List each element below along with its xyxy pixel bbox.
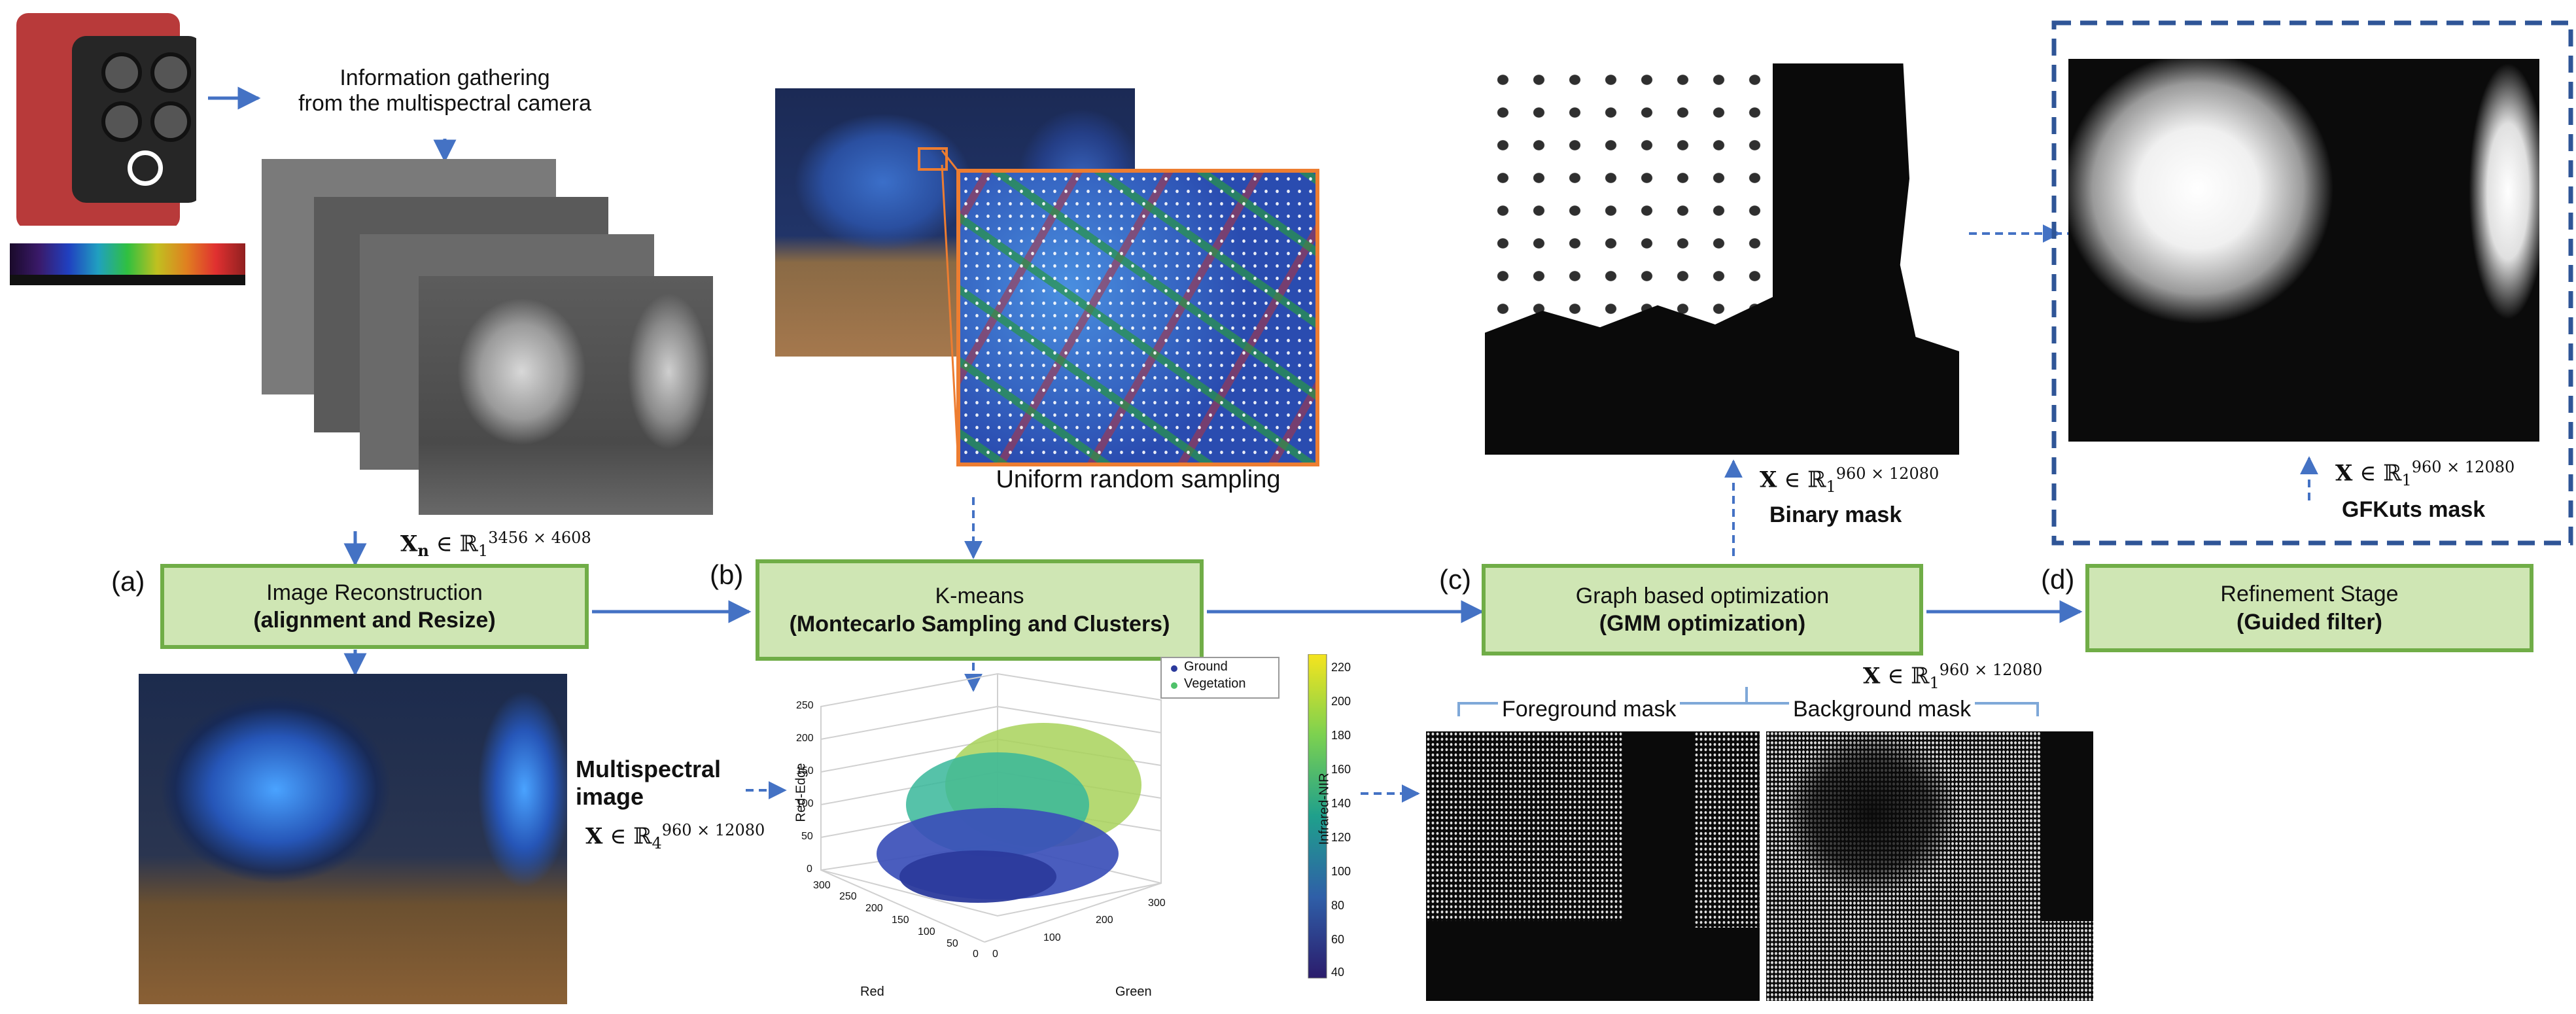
camera-lens-3 — [101, 101, 142, 142]
x-tick: 100 — [918, 926, 935, 937]
stage-a-subtitle: (alignment and Resize) — [253, 608, 496, 633]
colorbar — [1308, 654, 1327, 979]
stage-b-tag: (b) — [710, 559, 744, 590]
x-axis-label: Red — [860, 985, 884, 999]
spectrum-bar — [10, 243, 245, 285]
colorbar-tick: 180 — [1331, 729, 1351, 742]
stage-b-title: K-means — [935, 584, 1024, 608]
legend-vegetation-marker — [1171, 682, 1177, 689]
band-image-4 — [419, 276, 713, 515]
legend-ground-marker — [1171, 665, 1177, 672]
stage-c-box: Graph based optimization (GMM optimizati… — [1482, 564, 1923, 656]
binary-mask-right-vegetation — [1900, 63, 1959, 351]
binary-mask-caption: Binary mask — [1769, 502, 1902, 527]
gfkuts-dimension-label: X ∈ ℝ1960 × 12080 — [2335, 458, 2515, 490]
colorbar-tick: 80 — [1331, 899, 1345, 912]
y-tick: 100 — [1043, 932, 1061, 943]
stage-c-subtitle: (GMM optimization) — [1599, 611, 1806, 636]
binary-mask-image — [1485, 63, 1959, 455]
x-tick: 50 — [947, 938, 958, 949]
stage-d-title: Refinement Stage — [2220, 582, 2399, 606]
kmeans-scatter-plot: Ground Vegetation Red-Edge Red Green Inf… — [782, 654, 1370, 1011]
gfkuts-right-vegetation — [2461, 59, 2539, 353]
stage-b-box: K-means (Montecarlo Sampling and Cluster… — [756, 559, 1204, 661]
colorbar-tick: 40 — [1331, 966, 1345, 979]
colorbar-tick: 200 — [1331, 695, 1351, 708]
gmm-output-dimension-label: X ∈ ℝ1960 × 12080 — [1863, 661, 2043, 693]
x-tick: 300 — [813, 880, 831, 891]
sampling-region-marker — [918, 147, 948, 171]
camera-lens-4 — [150, 101, 191, 142]
background-mask-label: Background mask — [1789, 697, 1976, 722]
camera-lens-1 — [101, 52, 142, 93]
background-right-dark — [2041, 731, 2093, 921]
camera-ring-light — [128, 150, 163, 186]
x-tick: 150 — [892, 915, 909, 926]
stage-a-box: Image Reconstruction (alignment and Resi… — [160, 564, 589, 649]
scatter-legend-box — [1160, 657, 1279, 699]
z-tick: 150 — [796, 765, 814, 777]
multispectral-dimension-label: X ∈ ℝ4960 × 12080 — [585, 821, 765, 853]
foreground-mask-image — [1426, 731, 1760, 1001]
colorbar-tick: 140 — [1331, 797, 1351, 810]
stage-d-subtitle: (Guided filter) — [2237, 609, 2382, 635]
scatter-svg — [820, 654, 1327, 979]
xn-dimension-label: Xn ∈ ℝ13456 × 4608 — [400, 529, 591, 561]
stage-d-box: Refinement Stage (Guided filter) — [2085, 564, 2533, 652]
colorbar-tick: 160 — [1331, 763, 1351, 776]
colorbar-tick: 60 — [1331, 933, 1345, 946]
z-tick: 250 — [796, 700, 814, 711]
z-tick: 50 — [801, 831, 813, 842]
stage-b-subtitle: (Montecarlo Sampling and Clusters) — [789, 611, 1170, 637]
stage-d-tag: (d) — [2041, 564, 2075, 595]
legend-ground-label: Ground — [1184, 659, 1228, 674]
foreground-right-texture — [1694, 731, 1760, 928]
gfkuts-mask-caption: GFKuts mask — [2342, 497, 2486, 522]
foreground-mask-label: Foreground mask — [1498, 697, 1680, 722]
z-tick: 0 — [807, 864, 812, 875]
gfkuts-mask-image — [2068, 59, 2539, 442]
random-sample-dots — [960, 173, 1315, 463]
z-tick: 100 — [796, 798, 814, 809]
binary-mask-dimension-label: X ∈ ℝ1960 × 12080 — [1760, 464, 1940, 497]
gfkuts-left-vegetation — [2068, 59, 2356, 347]
stage-a-tag: (a) — [111, 566, 145, 597]
colorbar-tick: 100 — [1331, 865, 1351, 878]
y-tick: 0 — [992, 949, 998, 960]
x-tick: 250 — [839, 891, 857, 902]
stage-c-tag: (c) — [1439, 564, 1471, 595]
camera-lens-2 — [150, 52, 191, 93]
background-vegetation-dark — [1773, 731, 1969, 915]
y-axis-label: Green — [1115, 985, 1152, 999]
multispectral-label: Multispectral image — [576, 756, 722, 810]
stage-c-title: Graph based optimization — [1575, 583, 1830, 608]
colorbar-label: Infrared-NIR — [1317, 773, 1332, 845]
multispectral-image — [139, 674, 567, 1004]
zoomed-sampling-image — [956, 169, 1319, 466]
y-tick: 300 — [1148, 898, 1166, 909]
colorbar-tick: 120 — [1331, 831, 1351, 844]
ground-cluster-core — [899, 850, 1056, 903]
stage-a-title: Image Reconstruction — [266, 580, 483, 605]
x-tick: 200 — [865, 903, 883, 914]
z-tick: 200 — [796, 733, 814, 744]
uniform-sampling-label: Uniform random sampling — [996, 466, 1281, 493]
y-tick: 200 — [1096, 915, 1113, 926]
x-tick: 0 — [973, 949, 979, 960]
legend-vegetation-label: Vegetation — [1184, 676, 1246, 691]
foreground-left-texture — [1426, 731, 1622, 921]
background-mask-image — [1766, 731, 2093, 1001]
colorbar-tick: 220 — [1331, 661, 1351, 674]
multispectral-camera-image — [10, 13, 196, 226]
info-gathering-label: Information gathering from the multispec… — [298, 65, 591, 116]
binary-mask-holes — [1485, 63, 1773, 338]
